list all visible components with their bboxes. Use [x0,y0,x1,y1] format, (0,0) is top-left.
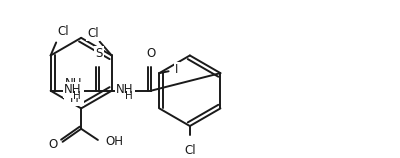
Text: Cl: Cl [184,144,196,157]
Text: H: H [73,91,80,101]
Text: H: H [125,91,132,101]
Text: S: S [95,47,102,60]
Text: O: O [146,47,156,60]
Text: I: I [175,63,178,76]
Text: O: O [49,138,58,151]
Text: NH: NH [64,83,82,96]
Text: NH
H: NH H [65,77,82,105]
Text: Cl: Cl [58,25,70,38]
Text: Cl: Cl [87,27,99,40]
Text: NH: NH [116,83,134,96]
Text: OH: OH [105,135,123,148]
